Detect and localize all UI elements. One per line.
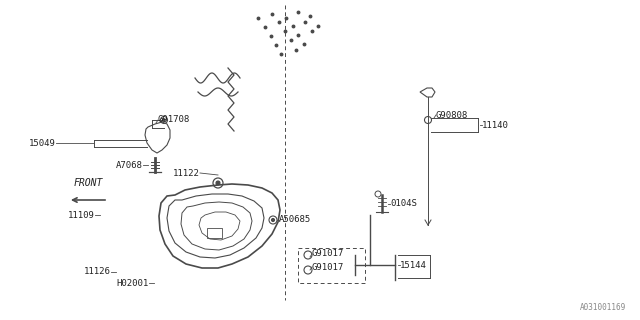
Text: G91017: G91017 — [312, 262, 344, 271]
Circle shape — [216, 181, 220, 185]
Text: G91017: G91017 — [312, 250, 344, 259]
Text: A7068: A7068 — [116, 161, 143, 170]
Text: 11140: 11140 — [482, 121, 509, 130]
Text: 11126: 11126 — [84, 268, 111, 276]
Circle shape — [271, 219, 275, 221]
Text: 15144: 15144 — [400, 260, 427, 269]
Text: 11109: 11109 — [68, 211, 95, 220]
Circle shape — [163, 119, 165, 121]
Text: FRONT: FRONT — [74, 178, 102, 188]
Text: 15049: 15049 — [29, 139, 56, 148]
Text: G91708: G91708 — [158, 116, 190, 124]
Text: H02001: H02001 — [116, 278, 149, 287]
Text: 11122: 11122 — [173, 169, 200, 178]
Text: A031001169: A031001169 — [580, 303, 626, 312]
Text: G90808: G90808 — [436, 110, 468, 119]
Text: A50685: A50685 — [279, 215, 311, 225]
Text: 0104S: 0104S — [390, 199, 417, 209]
